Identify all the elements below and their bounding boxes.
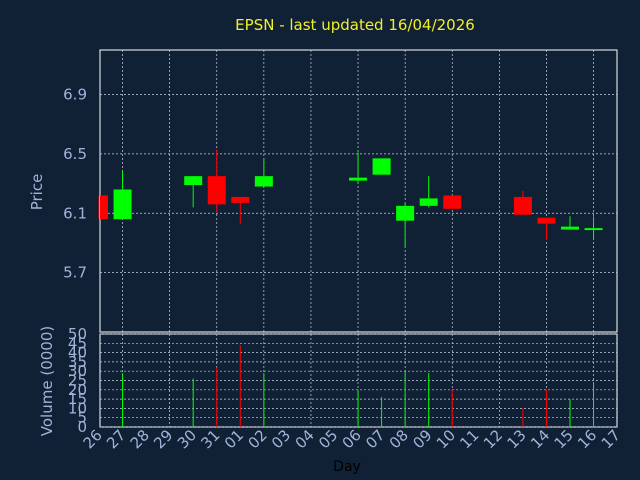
volume-tick-label: 0 bbox=[77, 418, 87, 436]
volume-tick-label: 10 bbox=[68, 399, 87, 417]
volume-tick-label: 40 bbox=[68, 344, 87, 362]
volume-tick-label: 20 bbox=[68, 381, 87, 399]
price-panel: 5.7 6.1 6.5 6.9 bbox=[63, 49, 618, 333]
candlestick bbox=[419, 176, 438, 208]
candle-body bbox=[372, 158, 391, 175]
price-plot-frame bbox=[99, 49, 618, 333]
candle-body bbox=[184, 176, 203, 186]
candle-body bbox=[207, 176, 226, 205]
volume-tick-label: 45 bbox=[68, 334, 87, 352]
price-axis-label: Price bbox=[28, 174, 46, 211]
candle-body bbox=[584, 228, 603, 231]
volume-tick-label: 25 bbox=[68, 372, 87, 390]
candlestick bbox=[207, 149, 226, 212]
candle-body bbox=[443, 195, 462, 209]
volume-tick-label: 30 bbox=[68, 362, 87, 380]
candle-body bbox=[561, 226, 579, 230]
candlestick bbox=[584, 216, 603, 240]
candle-body bbox=[396, 205, 415, 221]
volume-tick-label: 50 bbox=[68, 325, 87, 343]
candlestick bbox=[98, 195, 108, 220]
day-axis-label: Day bbox=[333, 459, 361, 475]
candle-body bbox=[349, 177, 368, 181]
price-tick-label: 6.9 bbox=[63, 86, 87, 104]
volume-axis-label: Volume (0000) bbox=[38, 326, 56, 436]
volume-tick-label: 35 bbox=[68, 353, 87, 371]
candle-body bbox=[419, 198, 438, 206]
candlestick bbox=[513, 191, 532, 215]
chart-title: EPSN - last updated 16/04/2026 bbox=[235, 16, 475, 34]
volume-tick-label: 15 bbox=[68, 390, 87, 408]
candlestick bbox=[561, 216, 579, 230]
candlestick bbox=[537, 217, 556, 240]
volume-tick-label: 5 bbox=[77, 409, 87, 427]
candlestick bbox=[443, 195, 462, 209]
candlestick bbox=[372, 158, 391, 175]
x-axis-ticks: 2627282930310102030405060708091011121314… bbox=[80, 426, 624, 452]
candle-body bbox=[537, 217, 556, 224]
price-tick-label: 6.5 bbox=[63, 145, 87, 163]
candle-body bbox=[254, 176, 273, 187]
candle-body bbox=[513, 196, 532, 215]
price-tick-label: 5.7 bbox=[63, 264, 87, 282]
candle-body bbox=[100, 195, 108, 220]
candlestick bbox=[254, 158, 273, 187]
candlestick bbox=[349, 152, 368, 184]
candle-body bbox=[231, 196, 250, 203]
candle-body bbox=[113, 189, 132, 220]
candlestick bbox=[113, 171, 132, 220]
candlestick bbox=[231, 196, 250, 224]
candlestick bbox=[396, 202, 415, 248]
candlestick bbox=[184, 176, 203, 208]
price-tick-label: 6.1 bbox=[63, 204, 87, 222]
